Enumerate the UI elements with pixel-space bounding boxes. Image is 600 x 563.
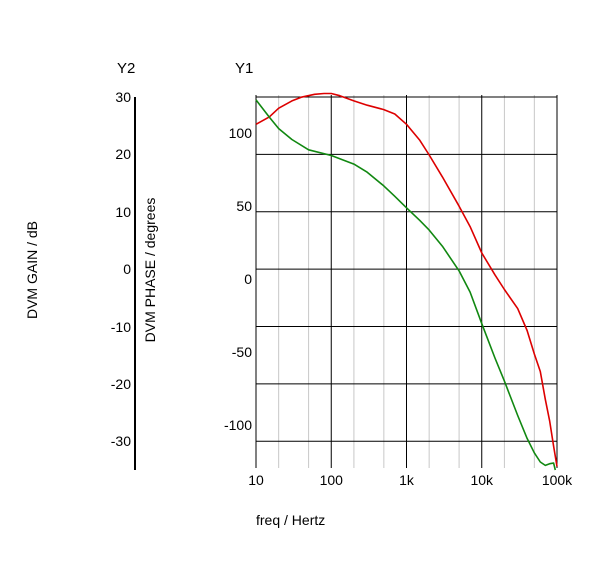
x-tick-label: 10 (248, 472, 264, 488)
x-tick-label: 100k (541, 472, 573, 488)
y2-tick-label: 0 (123, 261, 131, 278)
y2-tick-label: -30 (110, 433, 131, 450)
series-line-2 (255, 99, 557, 471)
y2-axis-title: Y2 (117, 60, 136, 77)
y1-tick-label: 0 (244, 271, 252, 288)
y1-tick-label: -100 (223, 417, 252, 434)
series-layer (255, 92, 558, 471)
plot-grid (255, 95, 558, 468)
y1-tick-label: 100 (228, 124, 252, 141)
y1-axis-title: Y1 (235, 60, 254, 77)
gain-axis-label: DVM GAIN / dB (24, 220, 40, 320)
series-line-1 (255, 92, 558, 467)
y2-tick-label: 30 (115, 89, 131, 105)
x-tick-label: 1k (399, 472, 414, 488)
phase-axis-label: DVM PHASE / degrees (142, 197, 158, 343)
y2-tick-label: -20 (110, 375, 131, 392)
x-tick-label: 10k (470, 472, 494, 488)
y2-tick-label: 10 (115, 203, 131, 220)
x-tick-label: 100 (319, 472, 343, 488)
y1-tick-label: -50 (231, 344, 252, 361)
y2-tick-label: -10 (110, 318, 131, 335)
y1-tick-label: 50 (236, 198, 252, 215)
x-axis-label: freq / Hertz (256, 512, 326, 528)
y2-tick-label: 20 (115, 146, 131, 163)
